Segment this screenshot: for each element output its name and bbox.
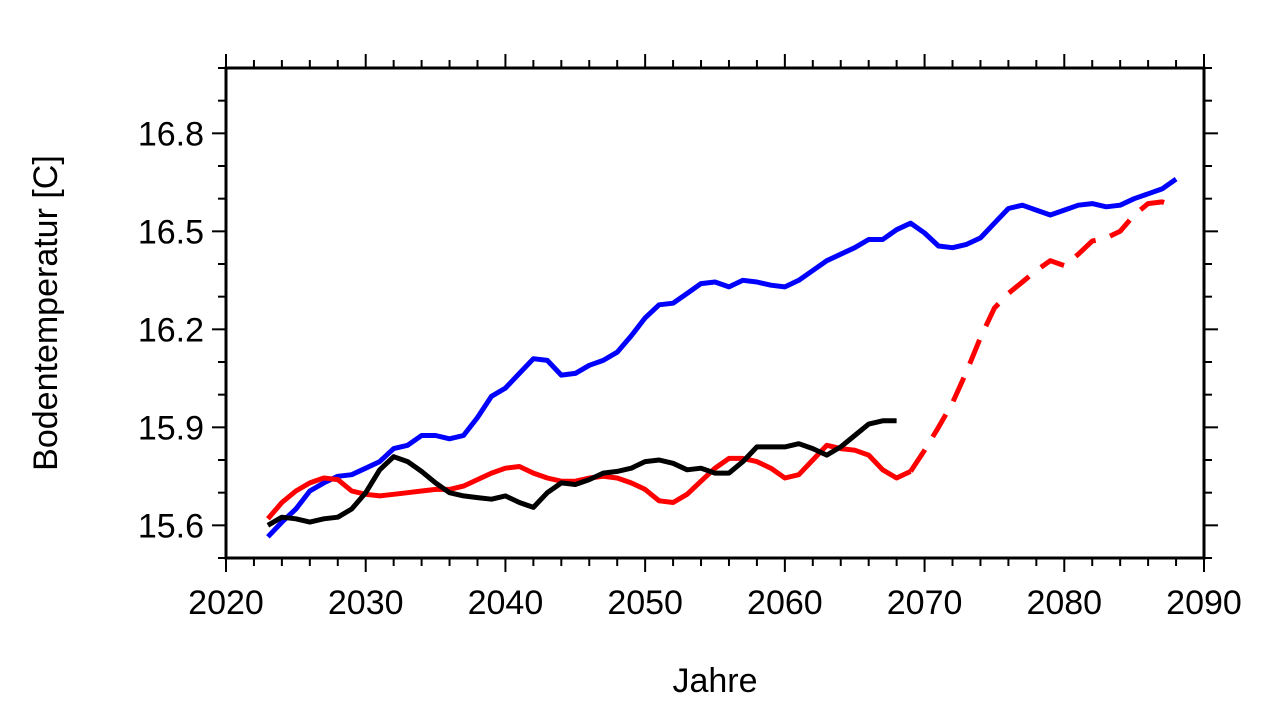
series-line-1	[266, 177, 1178, 539]
x-tick-label: 2090	[1166, 584, 1242, 622]
x-tick-label: 2040	[468, 584, 544, 622]
x-tick-label: 2020	[188, 584, 264, 622]
x-tick-label: 2080	[1026, 584, 1102, 622]
y-tick-label: 15.6	[138, 507, 204, 545]
x-tick-label: 2030	[328, 584, 404, 622]
x-axis-title: Jahre	[672, 662, 757, 700]
y-tick-label: 16.5	[138, 213, 204, 251]
label-layer: 2020 2030 2040 2050 2060 2070 2080 2090 15.6 15.9…	[138, 115, 1242, 622]
x-tick-label: 2070	[887, 584, 963, 622]
y-tick-label: 16.8	[138, 115, 204, 153]
tick-layer	[212, 54, 1218, 572]
y-tick-label: 15.9	[138, 409, 204, 447]
series-line-3	[908, 199, 1177, 473]
y-axis-title: Bodentemperatur [C]	[27, 155, 65, 471]
x-tick-label: 2060	[747, 584, 823, 622]
y-tick-label: 16.2	[138, 311, 204, 349]
series-layer	[266, 177, 1178, 539]
plot-frame	[224, 66, 1206, 560]
series-line-4	[266, 418, 897, 528]
x-tick-label: 2050	[607, 584, 683, 622]
